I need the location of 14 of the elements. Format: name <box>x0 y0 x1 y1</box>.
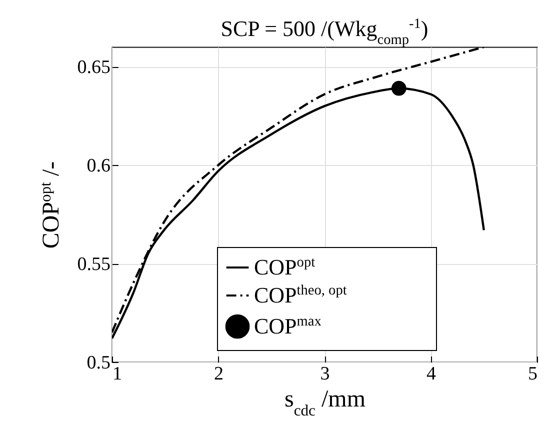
chart-title: SCP = 500 /(Wkg$_{comp}$$^{-1}$) <box>220 16 428 48</box>
y-tick-label: 0.6 <box>86 156 110 177</box>
y-tick-label: 0.65 <box>77 57 110 78</box>
legend-label: COP$^{max}$ <box>254 314 322 338</box>
x-tick-label: 3 <box>320 364 330 384</box>
y-tick-label: 0.55 <box>77 254 110 276</box>
x-tick-label: 2 <box>214 364 224 384</box>
y-tick-label: 0.5 <box>86 352 110 374</box>
x-axis-title: s$_{cdc}$ /mm <box>284 386 366 419</box>
x-tick-label: 1 <box>112 364 122 384</box>
x-tick-label: 4 <box>426 364 436 384</box>
legend-label: COP$^{opt}$ <box>254 254 316 280</box>
legend-label: COP$^{theo, opt}$ <box>254 282 347 308</box>
x-tick-label: 5 <box>528 364 538 384</box>
